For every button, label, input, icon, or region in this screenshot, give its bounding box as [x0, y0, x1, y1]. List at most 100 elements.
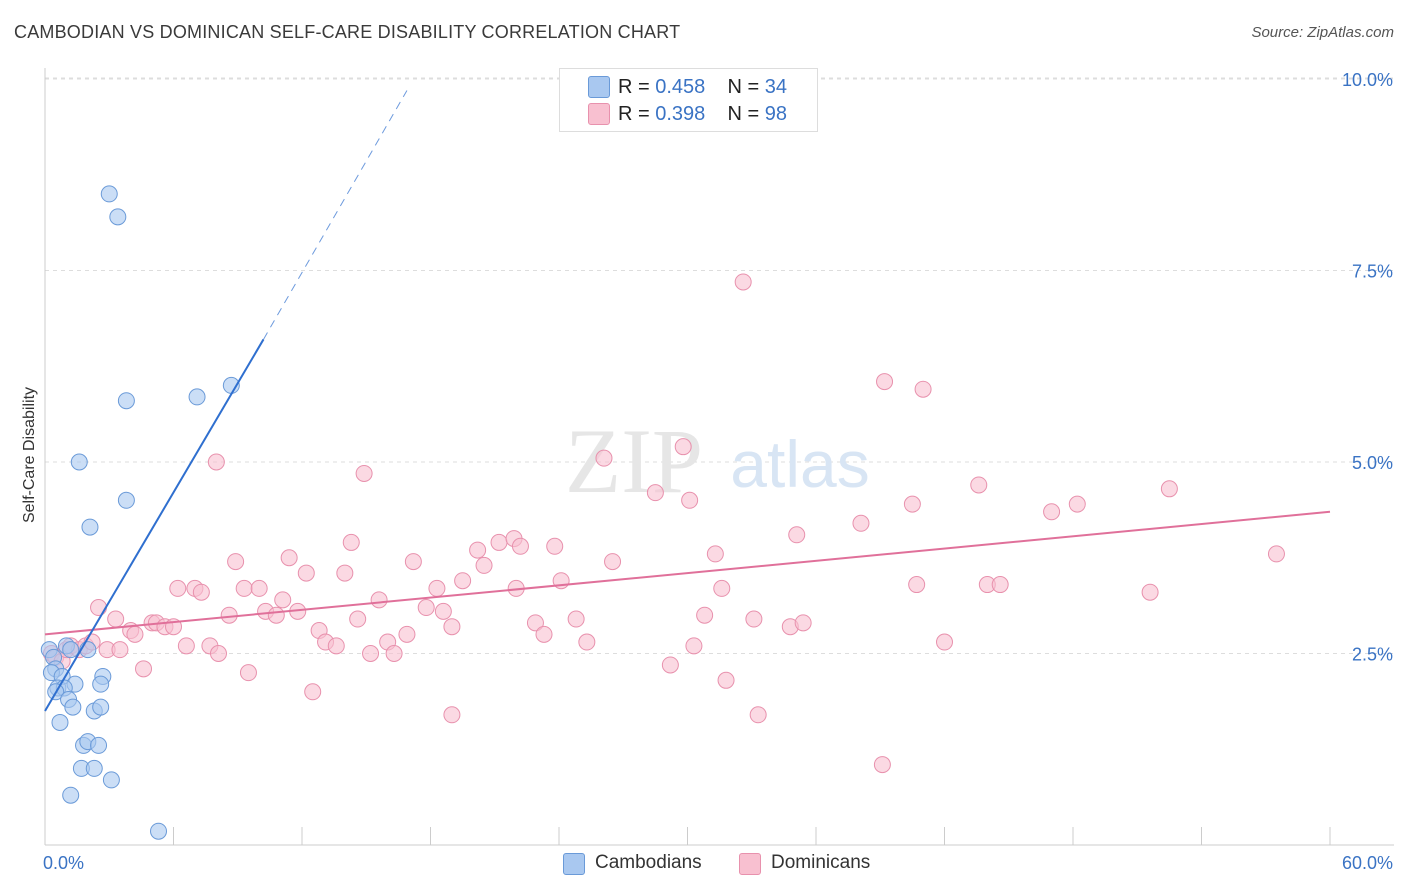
y-tick-label: 7.5% — [1352, 262, 1393, 282]
legend-n-label: N = — [727, 76, 765, 98]
cambodian-trend-extension — [263, 90, 408, 340]
cambodian-point — [85, 759, 103, 777]
dominican-point — [404, 553, 422, 571]
legend-n-value: 34 — [764, 76, 788, 98]
cambodian-trend-line — [44, 338, 265, 712]
dominican-point — [1043, 503, 1061, 521]
dominican-point — [90, 599, 108, 617]
dominican-point — [706, 545, 724, 563]
trend-layer — [44, 90, 1331, 712]
dominican-point — [362, 645, 380, 662]
dominican-points — [42, 273, 1285, 774]
dominican-point — [126, 625, 144, 643]
dominican-point — [685, 637, 703, 655]
legend-r-label: R = — [618, 76, 656, 98]
dominican-point — [526, 614, 544, 632]
dominican-point — [546, 537, 564, 555]
dominican-point — [336, 564, 354, 582]
bottom-legend-label-dominicans: Dominicans — [771, 852, 871, 873]
dominican-point — [914, 380, 932, 398]
dominican-point — [169, 579, 187, 597]
dominican-point — [903, 495, 921, 513]
cambodian-point — [150, 822, 168, 840]
cambodian-point — [102, 771, 120, 789]
cambodian-point — [62, 786, 80, 804]
y-tick-label: 2.5% — [1352, 645, 1393, 665]
dominican-point — [239, 664, 257, 682]
x-tick-label: 0.0% — [43, 853, 84, 873]
dominican-point — [535, 625, 553, 643]
legend-swatch-cambodians — [588, 76, 610, 98]
dominican-point — [661, 656, 679, 674]
dominican-point — [220, 606, 238, 624]
cambodian-point — [188, 388, 206, 406]
dominican-point — [135, 660, 153, 678]
bottom-legend-label-cambodians: Cambodians — [595, 852, 702, 873]
legend-n-value: 98 — [764, 103, 788, 125]
dominican-point — [209, 645, 227, 662]
cambodian-point — [70, 453, 88, 471]
cambodian-point — [100, 185, 118, 203]
cambodian-point — [92, 698, 110, 716]
watermark-atlas: atlas — [730, 427, 869, 501]
dominican-point — [349, 610, 367, 628]
dominican-point — [936, 633, 953, 651]
legend-r-label: R = — [618, 103, 656, 125]
legend-n-label: N = — [727, 103, 765, 125]
cambodian-points — [40, 185, 240, 840]
dominican-point — [177, 637, 195, 655]
legend-box: R = 0.458 N = 34 R = 0.398 N = 98 — [559, 68, 818, 132]
cambodian-point — [90, 736, 108, 754]
dominican-point — [604, 553, 622, 571]
dominican-point — [192, 583, 210, 601]
y-tick-label: 10.0% — [1342, 70, 1393, 90]
cambodian-point — [51, 713, 69, 731]
dominican-point — [469, 541, 487, 559]
bottom-legend-swatch-dominicans — [739, 853, 761, 875]
dominican-point — [567, 610, 585, 628]
dominican-point — [734, 273, 752, 291]
dominican-point — [490, 533, 508, 551]
y-tick-label: 5.0% — [1352, 453, 1393, 473]
cambodian-point — [92, 675, 110, 693]
dominican-point — [1160, 480, 1178, 498]
dominican-point — [852, 514, 870, 532]
cambodian-point — [62, 641, 80, 659]
dominican-point — [107, 610, 125, 628]
dominican-point — [267, 606, 285, 624]
dominican-point — [794, 614, 812, 632]
dominican-point — [250, 579, 268, 597]
dominican-point — [749, 706, 767, 724]
cambodian-point — [81, 518, 99, 536]
tick-labels: 2.5% 5.0% 7.5% 10.0% 0.0% 60.0% — [43, 70, 1393, 873]
dominican-point — [443, 706, 461, 724]
dominican-point — [578, 633, 596, 651]
dominican-point — [385, 645, 403, 662]
dominican-point — [873, 756, 891, 774]
watermark: ZIP atlas — [565, 410, 870, 512]
dominican-point — [454, 572, 472, 590]
dominican-trend-line — [44, 510, 1331, 636]
dominican-point — [417, 599, 435, 617]
dominican-point — [970, 476, 988, 494]
dominican-point — [274, 591, 292, 609]
dominican-point — [681, 491, 699, 509]
legend-swatch-dominicans — [588, 103, 610, 125]
dominican-point — [674, 438, 692, 456]
dominican-point — [788, 526, 806, 544]
dominican-point — [327, 637, 345, 655]
source-label: Source: ZipAtlas.com — [1251, 24, 1394, 41]
dominican-point — [713, 579, 731, 597]
dominican-point — [434, 602, 452, 620]
dominican-point — [1141, 583, 1159, 601]
dominican-point — [370, 591, 388, 609]
cambodian-point — [79, 641, 97, 659]
dominican-point — [355, 464, 373, 482]
dominican-point — [646, 484, 664, 502]
watermark-zip: ZIP — [565, 410, 703, 512]
dominican-point — [475, 556, 493, 574]
dominican-point — [908, 576, 926, 594]
cambodian-point — [117, 392, 135, 410]
legend-r-value: 0.398 — [655, 103, 706, 125]
